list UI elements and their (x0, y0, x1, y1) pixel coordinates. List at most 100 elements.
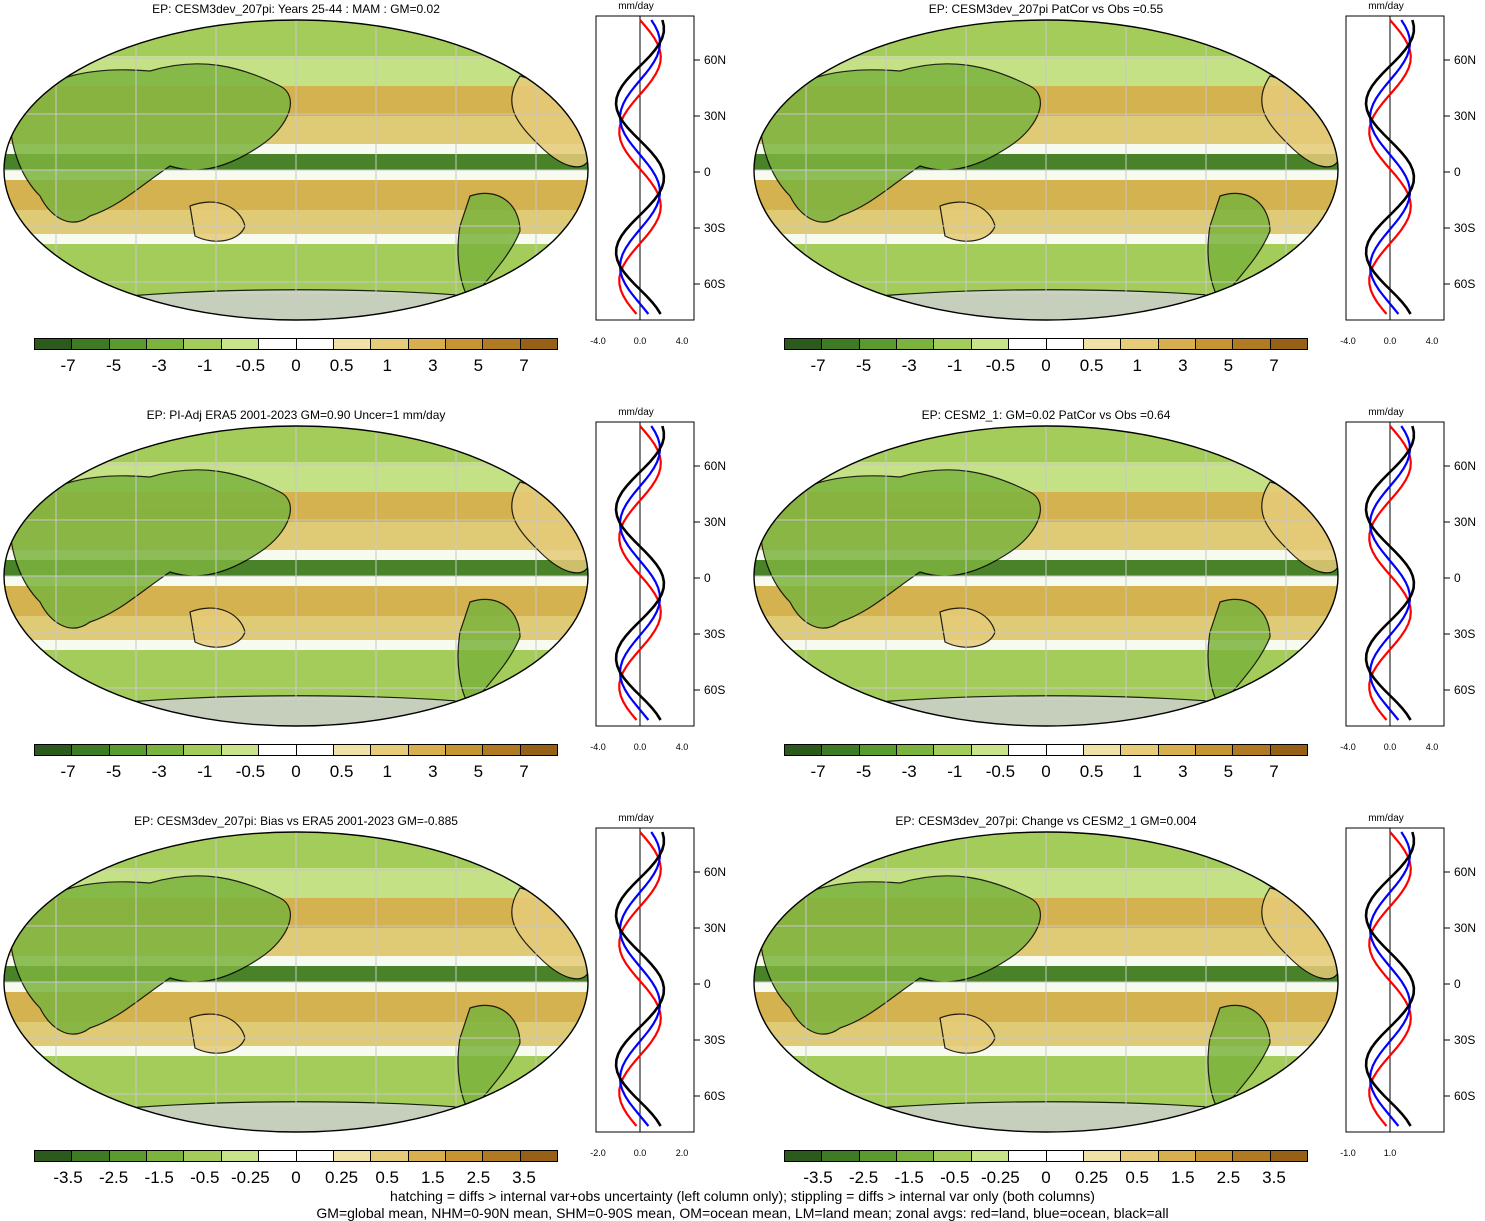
lat-label: 30S (704, 627, 725, 641)
colorbar-swatch (72, 339, 110, 349)
colorbar (34, 1150, 558, 1162)
colorbar-tick-label: 3.5 (512, 1168, 536, 1187)
panel-2: EP: CESM3dev_207pi PatCor vs Obs =0.55 mm… (750, 0, 1485, 406)
land-series-line (618, 425, 662, 721)
colorbar-tick-label: 7 (1269, 356, 1279, 375)
colorbar-swatch (822, 339, 860, 349)
colorbar-swatch (445, 1151, 484, 1161)
colorbar-swatch (1270, 745, 1308, 755)
colorbar-ticks: -7 -5 -3 -1 -0.5 0 0.5 1 3 5 7 (784, 762, 1308, 782)
profile-tick-label: 0.0 (1384, 336, 1397, 346)
land-series-line (618, 831, 662, 1127)
lat-label: 0 (704, 977, 711, 991)
continent-outline (457, 1004, 521, 1115)
colorbar-swatch (296, 1151, 334, 1161)
continent-outline (829, 695, 1271, 726)
colorbar-tick-label: 0 (291, 762, 301, 781)
profile-tick-label: -2.0 (590, 1148, 606, 1158)
profile-tick-label: 2.0 (676, 1148, 689, 1158)
colorbar-swatch (785, 1151, 823, 1161)
land-series-line (618, 19, 662, 315)
all-series-line (1364, 19, 1416, 315)
continent-outline (759, 469, 1041, 629)
colorbar-tick-label: 5 (1223, 762, 1234, 781)
colorbar-swatch (859, 745, 898, 755)
colorbar-tick-label: 1 (382, 762, 392, 781)
colorbar-swatch (184, 1151, 222, 1161)
lat-label: 60S (704, 1089, 725, 1103)
colorbar-tick-label: 1.5 (420, 1168, 445, 1187)
profile-tick-label: 0.0 (634, 742, 647, 752)
colorbar-tick-label: 1 (1132, 356, 1142, 375)
colorbar-tick-label: 1 (1132, 762, 1142, 781)
colorbar-swatch (333, 1151, 372, 1161)
continent-outline (457, 192, 521, 303)
continent-outline (79, 695, 521, 726)
panel-title: EP: PI-Adj ERA5 2001-2023 GM=0.90 Uncer=… (146, 408, 446, 422)
panel-title: EP: CESM3dev_207pi: Years 25-44 : MAM : … (152, 2, 440, 16)
continent-outline (1207, 598, 1271, 709)
colorbar-tick-label: 0.5 (1079, 762, 1104, 781)
colorbar-swatch (408, 1151, 446, 1161)
lat-label: 0 (1454, 977, 1461, 991)
lat-label: 60N (1454, 53, 1476, 67)
profile-tick-label: -4.0 (1340, 336, 1356, 346)
profile-unit: mm/day (1368, 813, 1404, 824)
all-series-line (1364, 831, 1416, 1127)
lat-label: 60N (704, 53, 726, 67)
colorbar-tick-label: 3 (428, 356, 438, 375)
lat-label: 60S (1454, 683, 1475, 697)
colorbar-tick-label: 0.5 (329, 762, 354, 781)
colorbar-swatch (1158, 339, 1196, 349)
lat-label: 30N (704, 515, 726, 529)
colorbar-swatch (1046, 1151, 1084, 1161)
panel-5: EP: CESM3dev_207pi: Bias vs ERA5 2001-20… (0, 812, 742, 1218)
continent-outline (829, 1101, 1271, 1132)
colorbar-swatch (785, 339, 823, 349)
lat-label: 60N (704, 865, 726, 879)
land-series-line (1368, 19, 1412, 315)
colorbar-swatch (35, 745, 73, 755)
colorbar-swatch (1009, 1151, 1047, 1161)
colorbar-swatch (72, 745, 110, 755)
colorbar-tick-label: -2.5 (98, 1168, 129, 1187)
colorbar-tick-label: -3 (901, 762, 917, 781)
colorbar-swatch (897, 339, 935, 349)
colorbar-swatch (184, 339, 222, 349)
panel-4: EP: CESM2_1: GM=0.02 PatCor vs Obs =0.64… (750, 406, 1485, 812)
colorbar-tick-label: 0 (291, 356, 301, 375)
colorbar-swatch (1195, 1151, 1234, 1161)
colorbar-tick-label: 0 (291, 1168, 301, 1187)
colorbar (784, 1150, 1308, 1162)
panel-3: EP: PI-Adj ERA5 2001-2023 GM=0.90 Uncer=… (0, 406, 742, 812)
colorbar-swatch (296, 339, 334, 349)
colorbar-tick-label: 5 (473, 356, 484, 375)
profile-unit: mm/day (1368, 1, 1404, 12)
lat-label: 30N (704, 109, 726, 123)
colorbar-tick-label: -2.5 (848, 1168, 879, 1187)
panel-title: EP: CESM2_1: GM=0.02 PatCor vs Obs =0.64 (921, 408, 1171, 422)
zonal-profile: mm/day 60N 30N 0 30S 60S -4.0 0.0 4.0 (590, 407, 726, 752)
profile-unit: mm/day (618, 813, 654, 824)
profile-tick-label: 4.0 (1426, 336, 1439, 346)
zonal-profile: mm/day 60N 30N 0 30S 60S -4.0 0.0 4.0 (1340, 407, 1476, 752)
colorbar-swatch (147, 745, 185, 755)
colorbar-swatch (1083, 745, 1122, 755)
panel-title: EP: CESM3dev_207pi PatCor vs Obs =0.55 (928, 2, 1164, 16)
colorbar-swatch (971, 339, 1010, 349)
colorbar-swatch (259, 339, 297, 349)
colorbar-swatch (1158, 1151, 1196, 1161)
colorbar-swatch (1009, 339, 1047, 349)
colorbar-swatch (296, 745, 334, 755)
colorbar-tick-label: 0.25 (1075, 1168, 1109, 1187)
continent-outline (1207, 192, 1271, 303)
colorbar-tick-label: 0 (1041, 356, 1051, 375)
profile-tick-label: 4.0 (1426, 742, 1439, 752)
zonal-profile: mm/day 60N 30N 0 30S 60S -4.0 0.0 4.0 (590, 1, 726, 346)
profile-tick-label: 0.0 (1384, 742, 1397, 752)
lat-label: 0 (704, 165, 711, 179)
colorbar-swatch (1009, 745, 1047, 755)
colorbar-tick-label: -5 (856, 356, 872, 375)
land-series-line (1368, 425, 1412, 721)
colorbar-swatch (859, 339, 898, 349)
